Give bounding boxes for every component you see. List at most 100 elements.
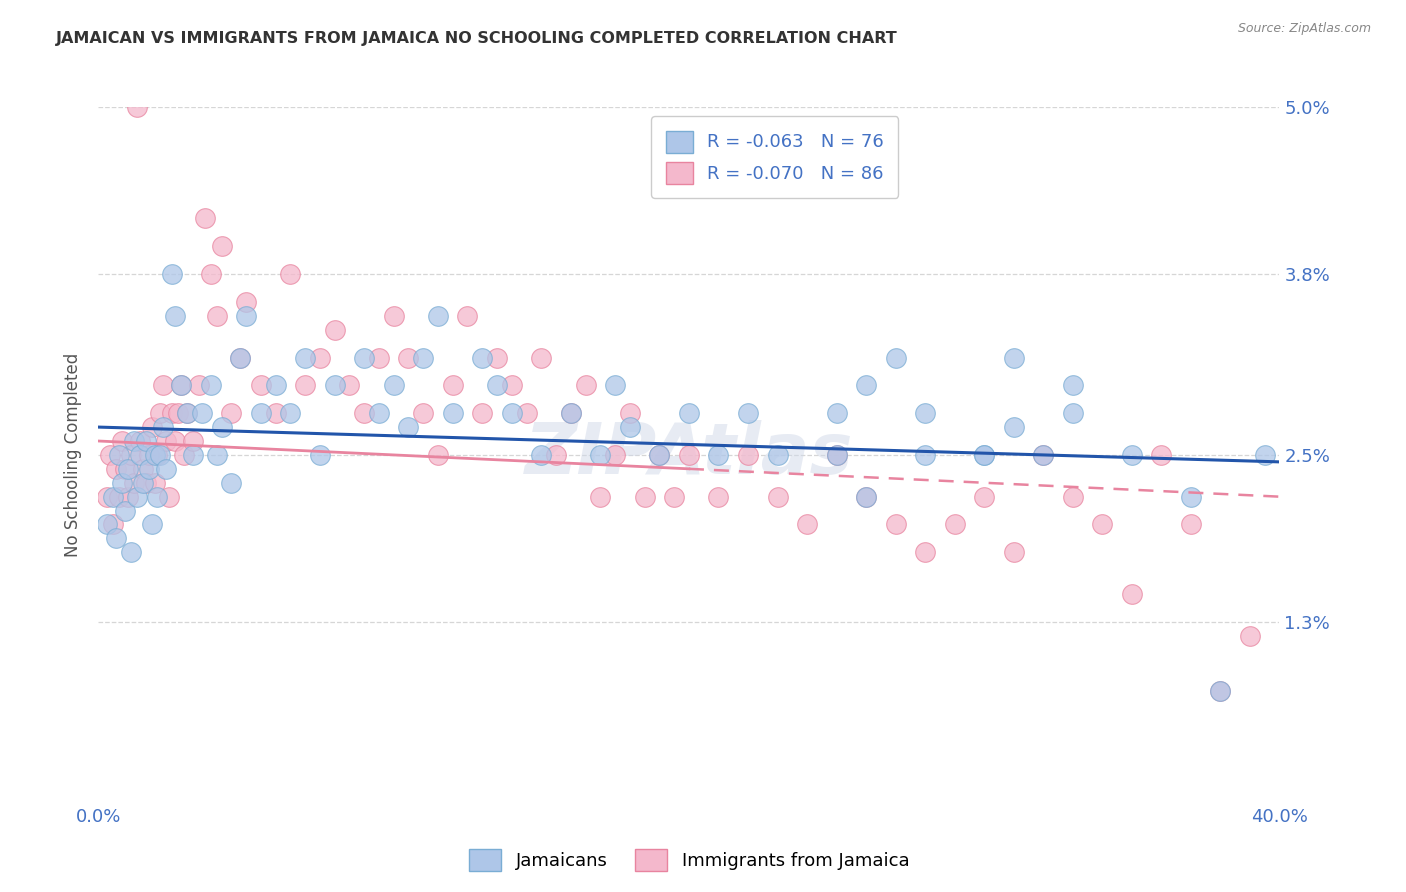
Point (120, 448, 142, 462)
Point (825, 406, 848, 420)
Point (501, 406, 523, 420)
Point (766, 490, 789, 504)
Point (187, 378, 209, 392)
Point (135, 475, 157, 490)
Point (1062, 406, 1084, 420)
Point (1032, 448, 1054, 462)
Point (486, 378, 509, 392)
Point (678, 448, 700, 462)
Point (1002, 420, 1025, 434)
Point (353, 351, 375, 365)
Point (143, 475, 166, 490)
Point (605, 448, 627, 462)
Point (648, 448, 671, 462)
Point (132, 475, 155, 490)
Point (132, 462, 155, 476)
Point (219, 406, 242, 420)
Point (250, 378, 273, 392)
Point (278, 267, 302, 281)
Point (229, 351, 252, 365)
Point (149, 448, 172, 462)
Point (128, 434, 150, 448)
Point (219, 475, 242, 490)
Point (605, 378, 627, 392)
Point (194, 211, 217, 226)
Point (1091, 517, 1114, 532)
Point (530, 351, 553, 365)
Point (560, 406, 582, 420)
Point (103, 490, 125, 504)
Point (167, 406, 190, 420)
Point (825, 448, 848, 462)
Point (181, 434, 204, 448)
Point (368, 351, 391, 365)
Point (162, 267, 183, 281)
Point (152, 378, 174, 392)
Point (211, 420, 233, 434)
Point (648, 448, 671, 462)
Point (796, 517, 818, 532)
Point (766, 448, 789, 462)
Point (170, 378, 193, 392)
Point (205, 448, 228, 462)
Point (589, 448, 612, 462)
Point (1180, 517, 1202, 532)
Point (170, 378, 193, 392)
Point (530, 448, 553, 462)
Point (200, 267, 222, 281)
Point (1062, 490, 1084, 504)
Point (117, 462, 139, 476)
Point (914, 545, 936, 559)
Point (125, 100, 148, 114)
Point (205, 309, 228, 323)
Point (117, 490, 139, 504)
Point (825, 448, 848, 462)
Point (973, 448, 995, 462)
Point (441, 378, 464, 392)
Point (1254, 448, 1277, 462)
Point (111, 434, 134, 448)
Point (973, 448, 995, 462)
Point (146, 448, 169, 462)
Point (1062, 378, 1084, 392)
Point (264, 378, 287, 392)
Point (103, 517, 125, 532)
Point (114, 503, 136, 517)
Point (122, 434, 145, 448)
Point (125, 490, 148, 504)
Point (105, 462, 128, 476)
Point (382, 309, 405, 323)
Legend: R = -0.063   N = 76, R = -0.070   N = 86: R = -0.063 N = 76, R = -0.070 N = 86 (651, 116, 898, 198)
Text: JAMAICAN VS IMMIGRANTS FROM JAMAICA NO SCHOOLING COMPLETED CORRELATION CHART: JAMAICAN VS IMMIGRANTS FROM JAMAICA NO S… (56, 31, 898, 46)
Point (427, 309, 450, 323)
Point (515, 406, 537, 420)
Point (191, 406, 214, 420)
Point (155, 434, 177, 448)
Point (339, 378, 360, 392)
Point (1032, 448, 1054, 462)
Point (165, 434, 187, 448)
Point (396, 420, 419, 434)
Point (96, 490, 118, 504)
Point (135, 434, 157, 448)
Point (427, 448, 450, 462)
Point (707, 490, 730, 504)
Point (396, 351, 419, 365)
Point (589, 490, 612, 504)
Point (96, 517, 118, 532)
Point (264, 406, 287, 420)
Point (108, 490, 131, 504)
Point (149, 406, 172, 420)
Point (441, 406, 464, 420)
Point (152, 420, 174, 434)
Point (737, 406, 759, 420)
Point (546, 448, 568, 462)
Point (1150, 448, 1173, 462)
Point (143, 448, 166, 462)
Point (1002, 351, 1025, 365)
Point (1002, 545, 1025, 559)
Point (412, 406, 434, 420)
Point (138, 448, 160, 462)
Point (1121, 587, 1143, 601)
Point (176, 406, 198, 420)
